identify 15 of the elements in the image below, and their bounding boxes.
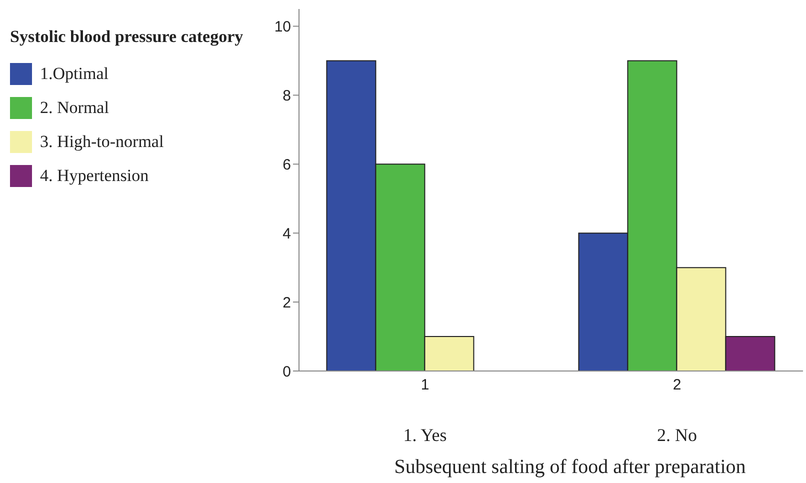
- legend-label: 4. Hypertension: [40, 166, 149, 186]
- x-tick-label: 1: [420, 376, 430, 394]
- y-tick-label: 8: [282, 88, 291, 105]
- legend-label: 3. High-to-normal: [40, 132, 164, 152]
- y-tick-label: 6: [282, 156, 291, 174]
- legend-label: 1.Optimal: [40, 64, 108, 84]
- legend-title: Systolic blood pressure category: [10, 26, 244, 48]
- y-tick-label: 2: [282, 294, 291, 312]
- y-tick-label: 10: [274, 18, 291, 36]
- x-axis-title: Subsequent salting of food after preparation: [393, 456, 747, 479]
- y-tick-label: 4: [282, 225, 291, 242]
- y-tick-label: 0: [282, 363, 291, 380]
- text: 2. No: [656, 425, 698, 446]
- text: 1. Yes: [402, 425, 448, 446]
- legend-label: 2. Normal: [40, 98, 109, 118]
